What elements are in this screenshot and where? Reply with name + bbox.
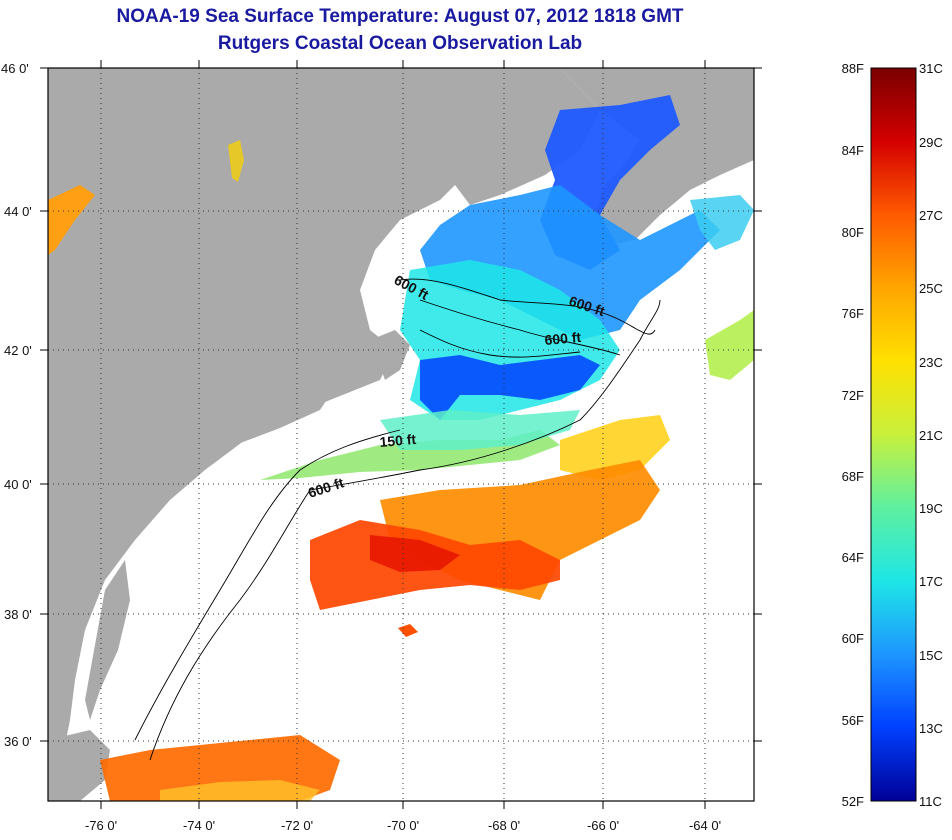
cb-c-21: 21C <box>919 428 943 443</box>
sst-lake-champlain-patch <box>228 140 244 182</box>
maine-coast-land <box>440 68 600 205</box>
lon-label-70: -70 0' <box>387 818 419 833</box>
cb-f-60: 60F <box>842 631 864 646</box>
delmarva-land <box>85 560 130 720</box>
cb-c-31: 31C <box>919 61 943 76</box>
colorbar <box>870 67 917 802</box>
lon-label-74: -74 0' <box>183 818 215 833</box>
map-title: NOAA-19 Sea Surface Temperature: August … <box>116 6 684 27</box>
cb-f-88: 88F <box>842 61 864 76</box>
map-frame <box>47 67 755 802</box>
sst-ontario-patch <box>48 185 95 255</box>
lat-label-40: 40 0' <box>4 477 32 492</box>
cb-f-64: 64F <box>842 550 864 565</box>
cb-f-52: 52F <box>842 794 864 809</box>
cb-f-72: 72F <box>842 388 864 403</box>
lon-label-72: -72 0' <box>281 818 313 833</box>
cb-f-76: 76F <box>842 306 864 321</box>
sst-warm-yellow-south <box>160 780 320 801</box>
axis-ticks <box>40 60 762 809</box>
cb-c-15: 15C <box>919 648 943 663</box>
sst-georges-bank-blue <box>420 355 600 420</box>
long-island-land <box>215 395 330 445</box>
cb-f-84: 84F <box>842 143 864 158</box>
cb-c-17: 17C <box>919 574 943 589</box>
graticule <box>48 68 754 801</box>
contour-label-150ft: 150 ft <box>379 431 417 450</box>
lon-label-68: -68 0' <box>488 818 520 833</box>
cb-f-56: 56F <box>842 713 864 728</box>
lat-label-38: 38 0' <box>4 607 32 622</box>
lon-label-76: -76 0' <box>85 818 117 833</box>
lat-label-42: 42 0' <box>4 343 32 358</box>
cb-f-68: 68F <box>842 469 864 484</box>
cb-c-25: 25C <box>919 281 943 296</box>
lat-label-36: 36 0' <box>4 734 32 749</box>
cape-cod-land <box>370 330 410 380</box>
cb-c-11: 11C <box>919 794 942 809</box>
lon-label-66: -66 0' <box>587 818 619 833</box>
map-subtitle: Rutgers Coastal Ocean Observation Lab <box>217 33 583 54</box>
carolina-land <box>48 730 110 801</box>
sst-gulf-maine-blue <box>420 185 720 340</box>
cb-c-29: 29C <box>919 135 943 150</box>
lat-label-46: 46 0' <box>1 61 29 76</box>
lat-label-44: 44 0' <box>4 204 32 219</box>
sst-maine-offshore-cyan <box>690 195 754 250</box>
mainland-land <box>48 68 470 801</box>
contour-label-600ft-c: 600 ft <box>544 329 582 348</box>
colorbar-celsius-labels: 31C 29C 27C 25C 23C 21C 19C 17C 15C 13C … <box>919 61 943 809</box>
cb-f-80: 80F <box>842 225 864 240</box>
sst-warm-red-core <box>370 535 460 572</box>
cb-c-23: 23C <box>919 355 943 370</box>
sst-nova-scotia-green <box>705 310 754 380</box>
sst-warm-patch-small <box>398 624 418 637</box>
sst-shelf-cyan <box>380 410 580 450</box>
lon-label-64: -64 0' <box>689 818 721 833</box>
cb-c-19: 19C <box>919 501 943 516</box>
colorbar-fahrenheit-labels: 88F 84F 80F 76F 72F 68F 64F 60F 56F 52F <box>842 61 864 809</box>
cb-c-27: 27C <box>919 208 943 223</box>
cb-c-13: 13C <box>919 721 943 736</box>
